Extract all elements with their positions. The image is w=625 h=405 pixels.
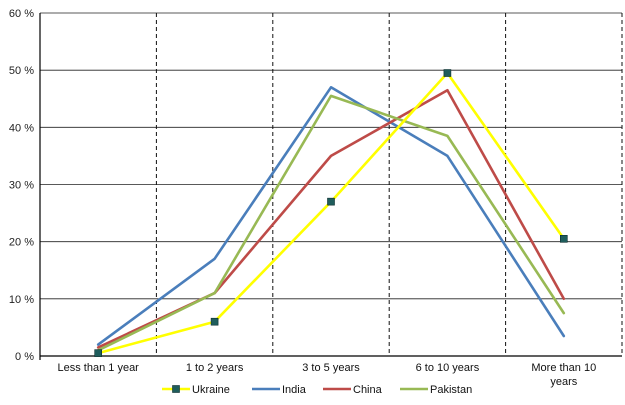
x-category-label: 6 to 10 years <box>416 362 480 374</box>
series-line-pakistan <box>96 94 566 352</box>
legend-item-china: China <box>323 384 383 396</box>
chart-legend: Ukraine India China Pakistan <box>162 384 472 396</box>
legend-item-ukraine: Ukraine <box>162 384 230 396</box>
series-line-india <box>96 86 566 346</box>
y-tick-label: 0 % <box>15 351 34 363</box>
x-category-label: 3 to 5 years <box>302 362 360 374</box>
legend-label: Ukraine <box>192 384 230 396</box>
chart-gridlines <box>39 12 623 360</box>
legend-label: Pakistan <box>430 384 472 396</box>
y-tick-label: 30 % <box>9 180 34 192</box>
y-tick-label: 50 % <box>9 65 34 77</box>
legend-item-pakistan: Pakistan <box>400 384 472 396</box>
y-axis-tick-labels: 0 % 10 % 20 % 30 % 40 % 50 % 60 % <box>9 8 34 363</box>
data-point-ukraine <box>327 197 335 206</box>
legend-item-india: India <box>252 384 307 396</box>
x-category-label: Less than 1 year <box>58 362 140 374</box>
data-point-ukraine <box>443 69 452 77</box>
series-line-china <box>96 88 566 349</box>
series-ukraine <box>94 69 568 357</box>
y-tick-label: 40 % <box>9 122 34 134</box>
y-tick-label: 60 % <box>9 8 34 20</box>
series-pakistan <box>96 94 566 352</box>
legend-label: China <box>353 384 383 396</box>
y-tick-label: 20 % <box>9 237 34 249</box>
x-category-label: 1 to 2 years <box>186 362 244 374</box>
chart-series <box>94 69 568 357</box>
series-line-ukraine <box>96 71 566 355</box>
legend-marker <box>172 385 180 393</box>
legend-label: India <box>282 384 307 396</box>
x-axis-category-labels: Less than 1 year 1 to 2 years 3 to 5 years… <box>58 362 597 388</box>
data-point-ukraine <box>94 349 102 357</box>
x-category-label: years <box>550 376 577 388</box>
x-category-label: More than 10 <box>531 362 596 374</box>
data-point-ukraine <box>559 235 568 243</box>
data-point-ukraine <box>210 317 219 326</box>
series-china <box>96 88 566 349</box>
series-india <box>96 86 566 346</box>
y-tick-label: 10 % <box>9 294 34 306</box>
